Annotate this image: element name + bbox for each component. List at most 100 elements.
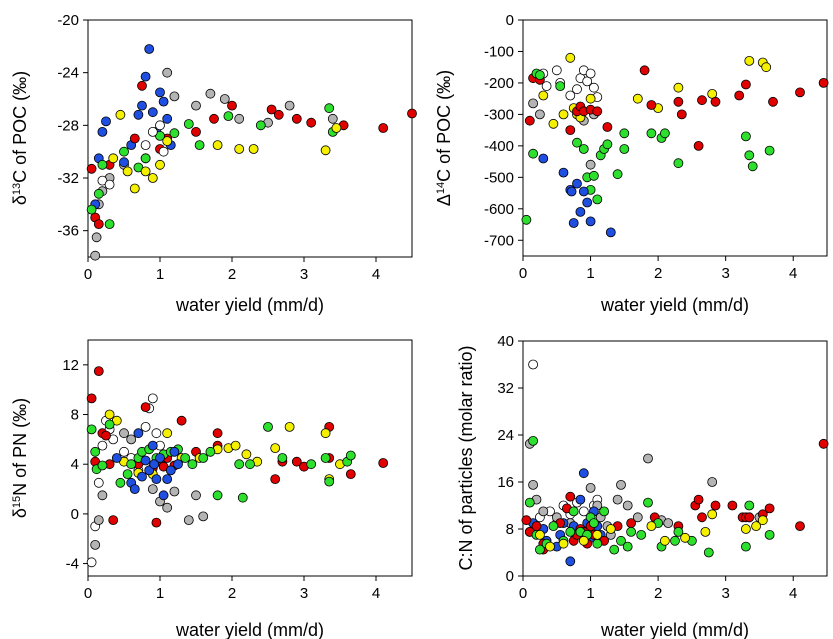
- data-point-green: [180, 453, 191, 463]
- data-point-red: [592, 106, 603, 117]
- data-point-blue: [162, 113, 173, 124]
- data-point-red: [521, 515, 532, 526]
- y-tick-label: 8: [71, 407, 79, 424]
- data-point-red: [734, 90, 745, 101]
- data-point-red: [795, 87, 805, 98]
- y-tick-label: 8: [506, 521, 514, 538]
- data-point-yellow: [707, 509, 718, 520]
- data-point-green: [589, 518, 599, 528]
- y-tick-label: 12: [62, 357, 79, 374]
- y-tick-label: 4: [71, 456, 79, 473]
- panel-a: 0 1 2 3 4 -20 -24 -28 -32 -36 water yield (mm/d)…: [10, 12, 417, 315]
- data-point-green: [744, 150, 755, 161]
- data-point-gray: [93, 515, 104, 525]
- data-point-red: [108, 515, 119, 525]
- data-point-yellow: [592, 530, 603, 540]
- data-point-yellow: [548, 118, 559, 129]
- data-point-yellow: [284, 421, 295, 432]
- data-point-yellow: [535, 530, 545, 540]
- data-point-green: [578, 144, 589, 154]
- data-point-blue: [155, 453, 165, 463]
- data-point-yellow: [331, 123, 342, 133]
- y-tick-label: 0: [71, 506, 79, 523]
- data-point-green: [741, 131, 751, 142]
- data-point-gray: [535, 109, 545, 120]
- data-point-blue: [101, 116, 111, 127]
- y-tick-label: 32: [497, 380, 514, 397]
- data-point-yellow: [646, 521, 657, 531]
- x-tick-label: 0: [84, 266, 92, 283]
- data-point-green: [115, 477, 126, 488]
- data-point-yellow: [212, 140, 223, 151]
- data-point-yellow: [538, 90, 549, 101]
- y-tick-label: -4: [66, 556, 79, 573]
- panel-d: 0 1 2 3 4 0 8 16 24 32 40 water yield (mm/d) C:N …: [456, 333, 829, 639]
- xticks-a: 0 1 2 3 4: [84, 257, 380, 283]
- ylabel-b: Δ14C of POC (‰): [434, 70, 454, 206]
- xticks-c: 0 1 2 3 4: [84, 576, 380, 602]
- x-tick-label: 4: [789, 265, 797, 282]
- data-point-red: [602, 122, 613, 132]
- data-point-green: [660, 128, 670, 139]
- data-point-red: [626, 518, 636, 528]
- data-point-gray: [528, 479, 538, 490]
- data-point-blue: [565, 556, 576, 567]
- data-point-green: [703, 547, 714, 558]
- y-tick-label: -20: [57, 12, 79, 29]
- data-point-blue: [147, 107, 158, 118]
- y-tick-label: -28: [57, 117, 79, 134]
- y-tick-label: 16: [497, 474, 514, 491]
- data-point-green: [747, 161, 758, 172]
- data-point-red: [710, 96, 721, 107]
- data-point-yellow: [558, 109, 569, 120]
- data-point-green: [616, 535, 626, 546]
- data-point-gray: [707, 477, 718, 487]
- data-point-red: [266, 104, 277, 115]
- data-point-blue: [158, 96, 169, 107]
- data-point-green: [245, 459, 255, 470]
- data-point-green: [528, 148, 538, 159]
- data-point-green: [122, 469, 133, 480]
- data-point-red: [795, 521, 805, 531]
- data-point-yellow: [147, 173, 158, 183]
- data-point-yellow: [320, 428, 331, 439]
- data-point-red: [209, 113, 219, 124]
- x-tick-label: 3: [721, 265, 729, 282]
- data-point-red: [639, 65, 650, 76]
- panel-b: 0 1 2 3 4 0 -100 -200 -300 -400 -500 -600 -700 wate…: [434, 12, 829, 315]
- data-point-white: [565, 90, 576, 101]
- data-point-white: [585, 68, 596, 79]
- data-point-white: [147, 393, 158, 404]
- x-tick-label: 0: [519, 585, 527, 602]
- data-point-yellow: [605, 524, 616, 534]
- data-point-red: [191, 126, 201, 137]
- data-point-green: [119, 146, 129, 157]
- data-point-gray: [663, 518, 674, 528]
- data-point-red: [140, 402, 151, 413]
- data-point-green: [86, 204, 97, 215]
- data-point-red: [93, 366, 104, 377]
- yticks-b: 0 -100 -200 -300 -400 -500 -600 -700: [484, 12, 523, 249]
- data-point-white: [104, 179, 115, 190]
- data-point-blue: [169, 446, 180, 457]
- data-point-yellow: [751, 521, 761, 531]
- points-c: [86, 366, 389, 568]
- data-point-white: [528, 359, 538, 370]
- data-point-red: [768, 96, 778, 107]
- data-point-white: [151, 428, 162, 439]
- x-tick-label: 1: [586, 265, 594, 282]
- data-point-green: [320, 453, 331, 463]
- data-point-green: [528, 435, 538, 446]
- points-b: [521, 52, 829, 238]
- data-point-yellow: [680, 532, 690, 543]
- data-point-green: [612, 169, 623, 180]
- y-tick-label: -200: [484, 75, 514, 92]
- data-point-blue: [111, 453, 122, 463]
- xlabel-a: water yield (mm/d): [175, 295, 324, 315]
- data-point-green: [548, 521, 559, 531]
- data-point-white: [97, 440, 108, 451]
- data-point-yellow: [320, 145, 331, 156]
- data-point-green: [744, 500, 755, 511]
- x-tick-label: 0: [519, 265, 527, 282]
- data-point-green: [626, 527, 636, 537]
